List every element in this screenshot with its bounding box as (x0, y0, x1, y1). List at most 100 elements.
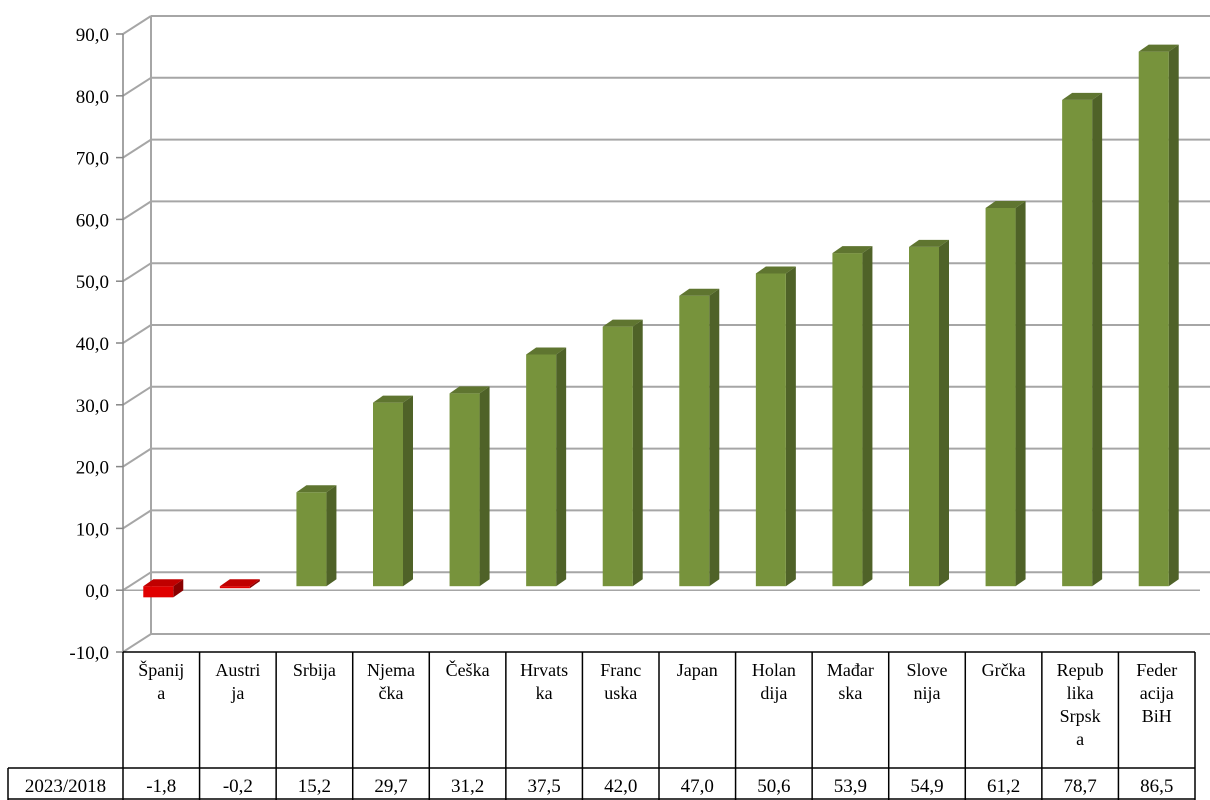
y-tick-label: 40,0 (76, 334, 109, 355)
bar-side (709, 288, 720, 587)
category-label: BiH (1142, 706, 1172, 726)
bar-front (832, 253, 863, 587)
bar-front (679, 295, 710, 587)
bar-top (679, 288, 720, 296)
y-tick-label: -10,0 (69, 643, 109, 664)
category-label: acija (1140, 683, 1174, 703)
value-cell: -0,2 (223, 776, 253, 797)
bar-top (755, 266, 796, 274)
value-cell: 31,2 (451, 776, 484, 797)
value-cell: 42,0 (604, 776, 637, 797)
gridline-depth (122, 262, 152, 283)
category-label: Češka (446, 659, 490, 680)
bar-top (219, 579, 260, 587)
grid-lines (122, 15, 1210, 653)
gridline-depth (122, 324, 152, 344)
category-label: Srbija (293, 660, 336, 680)
bar (373, 395, 413, 587)
bar-side (1168, 44, 1179, 587)
y-tick-label: 50,0 (76, 272, 109, 293)
category-label: a (157, 683, 165, 703)
data-table: Španij a Austri ja Srbija Njema čka Češka Hrvats… (7, 651, 1196, 800)
gridline-depth (122, 633, 152, 653)
bar-side (1015, 200, 1026, 587)
bar (526, 347, 567, 587)
gridline-depth (122, 385, 152, 406)
bar-top (526, 347, 567, 355)
category-label: Slove (906, 660, 947, 680)
value-cell: 53,9 (834, 776, 867, 797)
bar-side (403, 395, 413, 587)
bar-front (985, 207, 1016, 587)
category-label: Španij (138, 659, 184, 680)
bar (909, 239, 949, 587)
series-label: 2023/2018 (25, 776, 106, 797)
value-cell: -1,8 (146, 776, 176, 797)
y-tick-label: 60,0 (76, 210, 109, 231)
bar-side (173, 579, 184, 598)
bar-front (296, 492, 327, 587)
y-tick-label: 90,0 (76, 25, 109, 46)
bar-top (449, 386, 490, 394)
category-label: dija (760, 683, 787, 703)
bar (679, 288, 720, 587)
y-tick-label: 30,0 (76, 396, 109, 417)
gridline-depth (122, 509, 152, 530)
bar-front (602, 326, 633, 587)
category-label: lika (1067, 683, 1094, 703)
bar-front (909, 246, 939, 587)
bar-top (909, 239, 949, 247)
category-label: čka (379, 683, 404, 703)
bar-front (449, 393, 480, 587)
bar (1138, 44, 1179, 587)
bar (219, 579, 260, 589)
category-label: Austri (215, 660, 260, 680)
bar-front (219, 586, 250, 589)
value-cell: 61,2 (987, 776, 1020, 797)
category-label: Holan (752, 660, 796, 680)
value-cell: 54,9 (910, 776, 943, 797)
category-label: Franc (600, 660, 641, 680)
category-label: Mađar (827, 660, 874, 680)
category-label: ka (536, 683, 553, 703)
y-tick-label: 20,0 (76, 458, 109, 479)
bar-front (1062, 99, 1093, 587)
bar-front (373, 402, 403, 587)
bar-side (862, 246, 873, 587)
gridline-depth (122, 138, 152, 159)
value-cell: 78,7 (1064, 776, 1097, 797)
category-label: nija (914, 683, 941, 703)
value-cell: 47,0 (681, 776, 714, 797)
bar-side (479, 386, 490, 587)
bar-top (602, 319, 643, 327)
category-label: ska (838, 683, 862, 703)
value-cell: 86,5 (1140, 776, 1173, 797)
gridline-depth (122, 15, 152, 35)
bars (143, 44, 1179, 598)
bar (832, 246, 873, 587)
category-label: Hrvats (520, 660, 568, 680)
bar (449, 386, 490, 587)
bar (602, 319, 643, 587)
bar (1062, 92, 1103, 587)
y-tick-label: 80,0 (76, 87, 109, 108)
category-label: a (1076, 729, 1084, 749)
bar (143, 579, 184, 598)
gridline-depth (122, 571, 152, 592)
bar-front (755, 273, 786, 587)
category-label: Grčka (982, 660, 1026, 680)
bar-side (326, 485, 337, 587)
bar-top (1062, 92, 1103, 100)
category-label: Feder (1136, 660, 1177, 680)
gridline-depth (122, 447, 152, 468)
y-tick-label: 0,0 (85, 581, 109, 602)
y-tick-label: 10,0 (76, 519, 109, 540)
bar-front (143, 586, 174, 598)
category-label: uska (604, 683, 637, 703)
bar-top (832, 246, 873, 254)
bar-top (1138, 44, 1179, 52)
bar-side (939, 239, 949, 587)
gridline-depth (122, 76, 152, 97)
bar-side (785, 266, 796, 587)
bar-side (632, 319, 643, 587)
